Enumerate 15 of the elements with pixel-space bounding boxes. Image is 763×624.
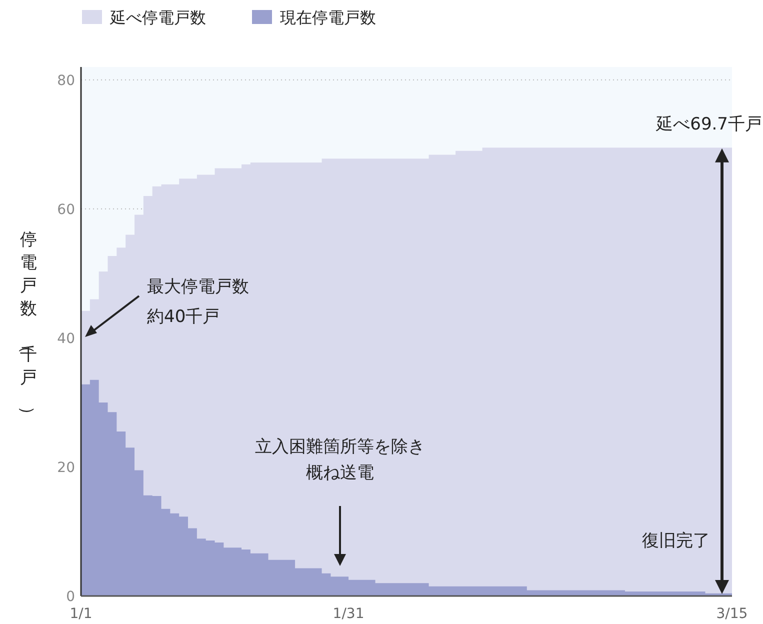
y-tick-label: 60 <box>57 202 75 218</box>
legend-label: 延べ停電戸数 <box>109 8 206 27</box>
y-tick-label: 0 <box>66 589 75 605</box>
y-tick-label: 80 <box>57 72 75 89</box>
y-tick-label: 20 <box>57 460 75 476</box>
y-tick-label: 40 <box>57 330 75 347</box>
x-tick-label: 1/31 <box>332 606 364 622</box>
legend-label: 現在停電戸数 <box>280 8 376 27</box>
annotation: 最大停電戸数約40千戸 <box>147 277 249 327</box>
x-tick-label: 3/15 <box>716 606 748 622</box>
x-tick-label: 1/1 <box>70 606 92 622</box>
annotation: 復旧完了 <box>642 531 710 551</box>
annotation: 立入困難箇所等を除き概ね送電 <box>255 437 425 483</box>
y-axis-title: 停電戸数（千戸） <box>17 230 37 423</box>
annotation: 延べ69.7千戸 <box>655 114 762 134</box>
